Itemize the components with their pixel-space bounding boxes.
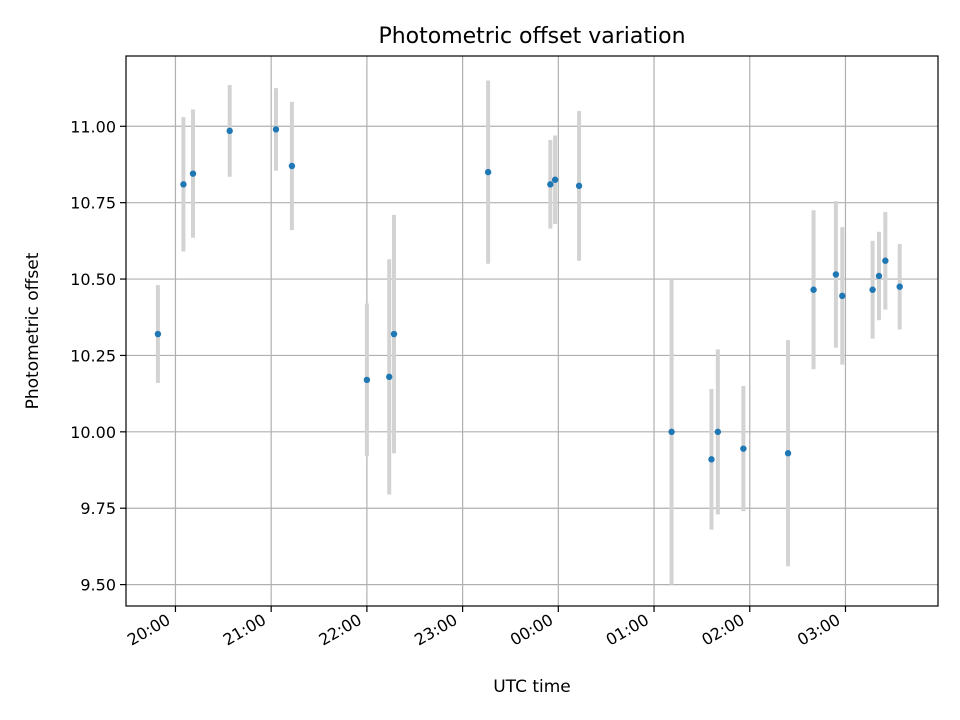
data-point — [576, 183, 582, 189]
data-point — [897, 283, 903, 289]
data-point — [839, 293, 845, 299]
data-point — [547, 181, 553, 187]
data-point — [876, 273, 882, 279]
data-point — [668, 429, 674, 435]
data-point — [226, 128, 232, 134]
data-point — [833, 271, 839, 277]
chart-title: Photometric offset variation — [378, 24, 685, 49]
data-point — [190, 170, 196, 176]
data-point — [273, 126, 279, 132]
y-tick-label: 9.75 — [80, 499, 116, 518]
data-point — [386, 374, 392, 380]
y-tick-label: 10.50 — [70, 270, 116, 289]
y-tick-label: 10.25 — [70, 346, 116, 365]
data-point — [708, 456, 714, 462]
data-point — [785, 450, 791, 456]
data-point — [391, 331, 397, 337]
data-point — [485, 169, 491, 175]
chart: Photometric offset variation 20:0021:002… — [0, 0, 960, 720]
data-point — [810, 287, 816, 293]
y-tick-label: 9.50 — [80, 576, 116, 595]
y-tick-label: 10.00 — [70, 423, 116, 442]
data-point — [869, 287, 875, 293]
data-point — [552, 177, 558, 183]
y-tick-label: 10.75 — [70, 194, 116, 213]
data-point — [715, 429, 721, 435]
data-point — [155, 331, 161, 337]
y-tick-label: 11.00 — [70, 117, 116, 136]
data-point — [289, 163, 295, 169]
data-point — [180, 181, 186, 187]
data-point — [364, 377, 370, 383]
background — [0, 0, 960, 720]
data-point — [882, 258, 888, 264]
data-point — [740, 445, 746, 451]
y-axis-label: Photometric offset — [23, 252, 43, 409]
x-axis-label: UTC time — [493, 677, 571, 697]
